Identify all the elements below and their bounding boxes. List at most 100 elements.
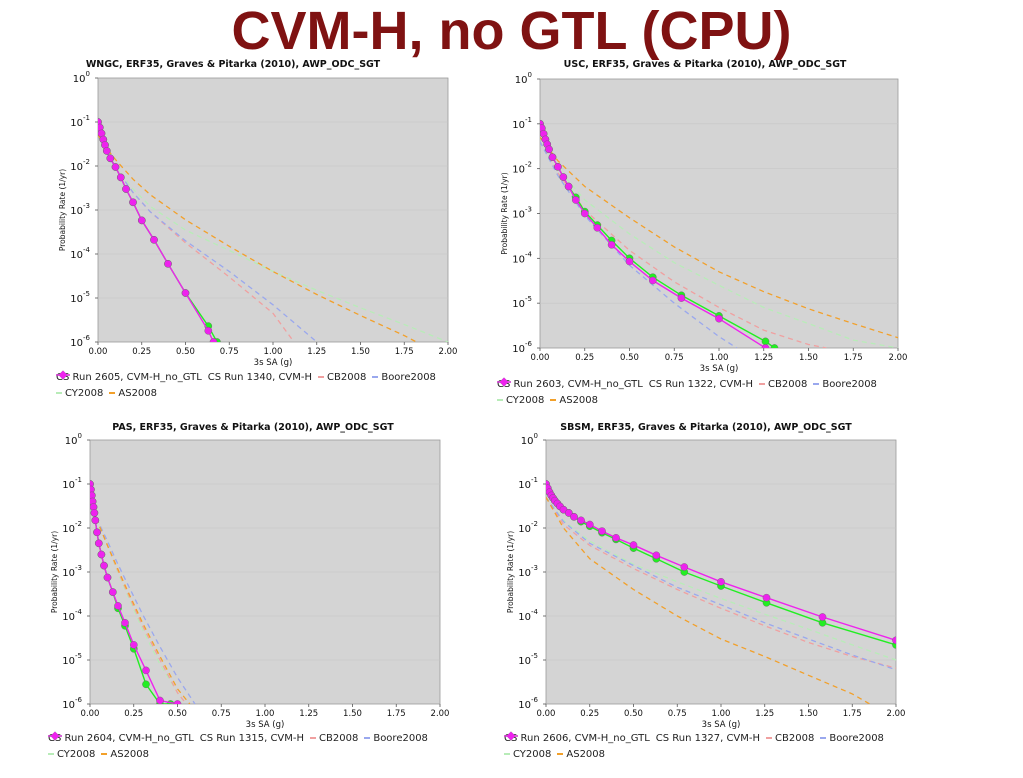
legend-label: Boore2008 (373, 733, 428, 744)
x-tick-label: 1.75 (395, 347, 414, 357)
legend-label: CS Run 2603, CVM-H_no_GTL (497, 379, 643, 390)
legend-marker-icon (48, 731, 62, 741)
data-point-run_cvmh (625, 257, 634, 266)
legend-item-cb2008: CB2008 (318, 370, 366, 386)
data-point-run_cvmh (97, 550, 106, 559)
data-point-run_cvmh (109, 588, 117, 596)
x-tick-label: 0.25 (575, 353, 594, 363)
y-tick-label: 10-6 (70, 334, 90, 349)
legend-item-as2008: AS2008 (109, 386, 157, 402)
y-tick-label: 10-3 (70, 202, 90, 217)
y-tick-exponent: -2 (531, 520, 538, 528)
legend-label: AS2008 (559, 395, 599, 406)
data-point-run_cvmh (121, 618, 129, 627)
legend-row: CY2008 AS2008 (497, 393, 883, 409)
legend-dash-icon (372, 376, 379, 378)
y-tick-exponent: -6 (525, 340, 533, 348)
slide-title: CVM-H, no GTL (CPU) (231, 1, 792, 61)
chart-panel-wngc: WNGC, ERF35, Graves & Pitarka (2010), AW… (0, 56, 500, 416)
legend-item-cb2008: CB2008 (766, 731, 814, 747)
legend-label: AS2008 (110, 749, 150, 760)
chart-legend: CS Run 2605, CVM-H_no_GTL CS Run 1340, CV… (56, 370, 442, 402)
x-axis-label: 3s SA (g) (702, 720, 741, 730)
y-tick-exponent: -5 (525, 295, 532, 303)
y-tick-label: 10-6 (512, 340, 532, 355)
y-tick-exponent: -1 (83, 114, 90, 122)
y-tick-label: 10-5 (512, 295, 532, 310)
chart-legend: CS Run 2603, CVM-H_no_GTL CS Run 1322, CV… (497, 377, 883, 409)
legend-row: CS Run 2604, CVM-H_no_GTL CS Run 1315, CV… (48, 731, 434, 747)
data-point-run_cvmh (593, 223, 602, 232)
y-tick-label: 10-4 (518, 608, 538, 623)
chart-panel-pas: PAS, ERF35, Graves & Pitarka (2010), AWP… (0, 418, 500, 778)
legend-row: CY2008 AS2008 (504, 747, 890, 763)
series-line-cb2008 (546, 496, 896, 669)
data-point-run_cvmh (717, 577, 725, 586)
legend-row: CY2008 AS2008 (48, 747, 434, 763)
y-tick-exponent: -4 (531, 608, 539, 616)
legend-label: CB2008 (775, 733, 815, 744)
legend-marker-icon (56, 370, 70, 380)
x-tick-label: 1.25 (307, 347, 326, 357)
y-tick-exponent: 0 (534, 432, 538, 440)
data-point-run_cvmh (545, 145, 553, 154)
x-tick-label: 0.50 (176, 347, 195, 357)
legend-label: CY2008 (65, 388, 104, 399)
legend-item-run_cvmh: CS Run 1322, CVM-H (497, 377, 753, 393)
data-point-run_cvmh (607, 240, 616, 249)
legend-item-run_cvmh: CS Run 1327, CVM-H (504, 731, 760, 747)
data-point-run_cvmh (571, 196, 580, 204)
legend-item-as2008: AS2008 (101, 747, 149, 763)
data-point-run_cvmh (559, 173, 568, 181)
chart-title: USC, ERF35, Graves & Pitarka (2010), AWP… (564, 59, 847, 70)
data-point-run_cvmh (93, 528, 101, 537)
data-point-run_cvmh (629, 541, 638, 549)
hazard-curve-chart-wngc: WNGC, ERF35, Graves & Pitarka (2010), AW… (58, 59, 458, 368)
legend-label: AS2008 (118, 388, 158, 399)
y-tick-label: 10-3 (62, 564, 82, 579)
x-tick-label: 2.00 (439, 347, 458, 357)
x-tick-label: 1.75 (387, 709, 406, 719)
data-point-run_cvmh (117, 173, 125, 182)
data-point-run_cvmh (652, 551, 661, 560)
data-point-run_cvmh (818, 613, 827, 621)
legend-label: CS Run 2605, CVM-H_no_GTL (56, 372, 202, 383)
series-line-boore2008 (546, 496, 896, 671)
x-tick-label: 0.00 (81, 709, 100, 719)
data-point-run_cvmh (761, 344, 770, 348)
y-tick-exponent: -3 (83, 202, 90, 210)
data-point-run_cvmh (565, 509, 573, 517)
data-point-run_cvmh (715, 314, 723, 323)
y-tick-exponent: -2 (75, 520, 82, 528)
legend-marker-diamond (50, 731, 60, 741)
data-point-run_nogtl (770, 344, 779, 348)
y-tick-exponent: -6 (531, 696, 539, 704)
x-tick-label: 1.25 (754, 353, 773, 363)
legend-item-cy2008: CY2008 (497, 393, 544, 409)
x-tick-label: 1.50 (343, 709, 362, 719)
data-point-run_cvmh (181, 289, 190, 297)
legend-item-cb2008: CB2008 (310, 731, 358, 747)
y-tick-label: 10-4 (70, 246, 90, 261)
x-tick-label: 0.00 (537, 709, 556, 719)
legend-label: Boore2008 (829, 733, 884, 744)
data-point-run_cvmh (103, 573, 112, 582)
data-point-run_cvmh (137, 216, 146, 225)
y-tick-label: 10-4 (62, 608, 82, 623)
y-tick-exponent: -5 (83, 290, 90, 298)
legend-label: CB2008 (768, 379, 808, 390)
legend-label: AS2008 (566, 749, 606, 760)
data-point-run_cvmh (762, 593, 771, 602)
data-point-run_cvmh (564, 182, 573, 191)
x-axis-label: 3s SA (g) (700, 364, 739, 374)
legend-dash-icon (310, 737, 317, 739)
data-point-run_cvmh (892, 636, 896, 645)
x-tick-label: 1.25 (299, 709, 318, 719)
data-point-run_cvmh (111, 163, 120, 171)
y-tick-label: 100 (73, 70, 90, 85)
chart-legend: CS Run 2606, CVM-H_no_GTL CS Run 1327, CV… (504, 731, 890, 763)
legend-dash-icon (813, 383, 820, 385)
legend-item-run_nogtl: CS Run 2604, CVM-H_no_GTL (48, 731, 194, 747)
y-tick-exponent: -3 (525, 206, 532, 214)
x-axis-label: 3s SA (g) (246, 720, 285, 730)
